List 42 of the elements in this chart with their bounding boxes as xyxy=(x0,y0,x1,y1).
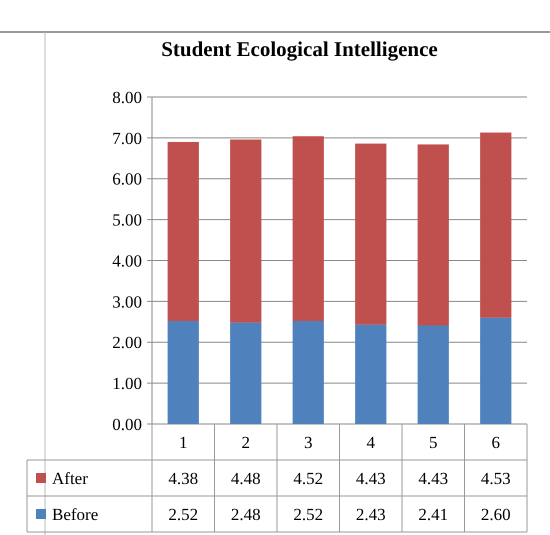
data-label: 4.43 xyxy=(356,468,386,488)
data-label: 2.52 xyxy=(168,504,198,524)
bar xyxy=(168,320,199,424)
y-tick-label: 0.00 xyxy=(112,414,142,434)
bar xyxy=(480,318,512,424)
bar xyxy=(418,144,449,326)
data-label: 4.52 xyxy=(293,468,324,488)
x-tick-label: 6 xyxy=(492,432,500,452)
bar xyxy=(480,132,512,318)
x-tick-label: 5 xyxy=(429,432,438,452)
y-tick-label: 7.00 xyxy=(112,128,142,148)
x-tick-label: 1 xyxy=(179,432,188,452)
y-tick-label: 3.00 xyxy=(112,292,142,312)
data-label: 2.43 xyxy=(356,504,386,524)
y-tick-label: 6.00 xyxy=(112,170,142,189)
data-label: 2.52 xyxy=(293,504,324,524)
data-label: 2.48 xyxy=(230,504,261,524)
bar xyxy=(418,325,449,424)
chart-title: Student Ecological Intelligence xyxy=(161,37,438,61)
data-label: 4.53 xyxy=(480,468,511,488)
bar xyxy=(292,136,324,321)
legend-label: Before xyxy=(52,504,98,524)
bar xyxy=(292,320,324,424)
y-tick-label: 5.00 xyxy=(112,210,142,230)
x-tick-label: 4 xyxy=(366,432,376,452)
y-tick-label: 4.00 xyxy=(112,251,142,270)
data-label: 4.48 xyxy=(230,468,261,488)
bar xyxy=(230,140,262,323)
bar xyxy=(355,324,386,424)
bar xyxy=(355,144,386,325)
y-tick-label: 1.00 xyxy=(112,374,142,394)
x-tick-label: 2 xyxy=(242,432,250,452)
legend-label: After xyxy=(52,468,88,488)
data-label: 2.41 xyxy=(418,504,448,524)
x-tick-label: 3 xyxy=(304,432,312,452)
y-tick-label: 2.00 xyxy=(112,333,142,352)
y-tick-label: 8.00 xyxy=(112,88,142,107)
data-label: 4.43 xyxy=(418,468,448,488)
bar xyxy=(168,142,199,321)
data-label: 2.60 xyxy=(480,504,511,524)
bar xyxy=(230,322,262,424)
data-label: 4.38 xyxy=(168,468,198,488)
